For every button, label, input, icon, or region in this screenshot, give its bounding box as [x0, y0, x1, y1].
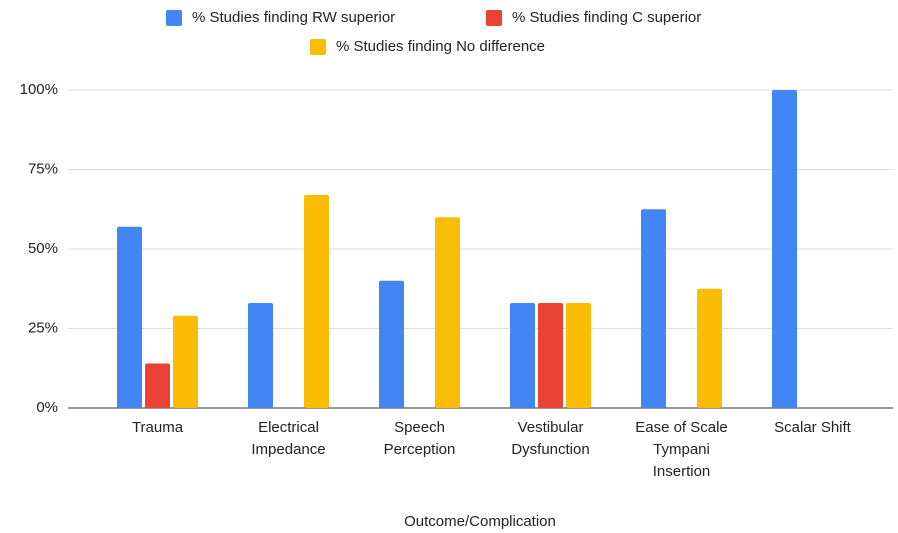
- x-axis-title: Outcome/Complication: [404, 513, 556, 530]
- x-tick-label: Electrical Impedance: [251, 419, 325, 458]
- bar: [566, 303, 591, 408]
- bar: [538, 303, 563, 408]
- bar: [117, 226, 142, 408]
- y-tick-label: 25%: [28, 319, 58, 336]
- bar: [641, 209, 666, 408]
- y-tick-label: 0%: [36, 399, 58, 416]
- legend-swatch: [166, 10, 182, 26]
- x-tick-label: Speech Perception: [384, 419, 456, 458]
- x-tick-label: Scalar Shift: [774, 419, 852, 436]
- bar: [304, 194, 329, 408]
- legend-swatch: [310, 39, 326, 55]
- y-tick-label: 50%: [28, 240, 58, 257]
- legend-label: % Studies finding C superior: [512, 9, 701, 26]
- bar: [248, 303, 273, 408]
- y-tick-label: 75%: [28, 160, 58, 177]
- bar: [379, 280, 404, 408]
- x-tick-label: Ease of Scale Tympani Insertion: [635, 419, 728, 480]
- bar: [145, 363, 170, 408]
- y-tick-label: 100%: [20, 81, 58, 98]
- bar: [510, 303, 535, 408]
- legend-label: % Studies finding RW superior: [192, 9, 395, 26]
- x-tick-label: Trauma: [132, 419, 184, 436]
- bar: [772, 90, 797, 408]
- legend-label: % Studies finding No difference: [336, 38, 545, 55]
- bar: [173, 315, 198, 408]
- x-tick-label: Vestibular Dysfunction: [511, 419, 589, 458]
- bar: [435, 217, 460, 408]
- legend-swatch: [486, 10, 502, 26]
- bar: [697, 288, 722, 408]
